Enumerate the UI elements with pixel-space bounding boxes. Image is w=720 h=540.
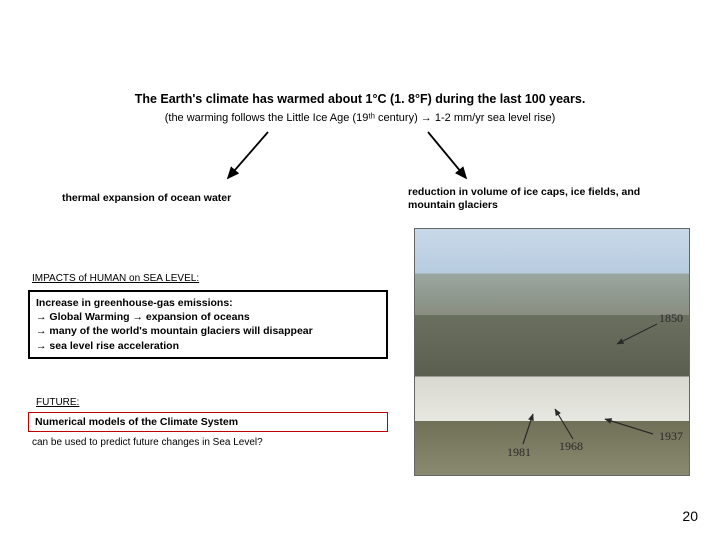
glacier-year-1937: 1937 — [659, 429, 683, 444]
future-box: Numerical models of the Climate System — [28, 412, 388, 432]
glacier-year-1968: 1968 — [559, 439, 583, 454]
branch-left-text: thermal expansion of ocean water — [62, 192, 322, 204]
impacts-header: IMPACTS of HUMAN on SEA LEVEL: — [32, 273, 199, 284]
impacts-line-3: → many of the world's mountain glaciers … — [36, 324, 380, 338]
page-number: 20 — [682, 508, 698, 524]
impacts-line-4: → sea level rise acceleration — [36, 339, 380, 353]
branch-right-text: reduction in volume of ice caps, ice fie… — [408, 186, 688, 212]
arrow-left — [220, 128, 280, 186]
impacts-box: Increase in greenhouse-gas emissions: → … — [28, 290, 388, 359]
glacier-year-1850: 1850 — [659, 311, 683, 326]
arrow-right — [420, 128, 480, 186]
impacts-line-1: Increase in greenhouse-gas emissions: — [36, 296, 380, 310]
glacier-photo: 1850 1937 1968 1981 — [414, 228, 690, 476]
glacier-year-1981: 1981 — [507, 445, 531, 460]
glacier-annotation-arrows — [415, 229, 689, 475]
slide-subtitle: (the warming follows the Little Ice Age … — [0, 112, 720, 124]
future-caption: can be used to predict future changes in… — [32, 437, 263, 448]
future-header: FUTURE: — [36, 397, 79, 408]
impacts-line-2: → Global Warming → expansion of oceans — [36, 310, 380, 324]
slide-title: The Earth's climate has warmed about 1°C… — [0, 92, 720, 106]
